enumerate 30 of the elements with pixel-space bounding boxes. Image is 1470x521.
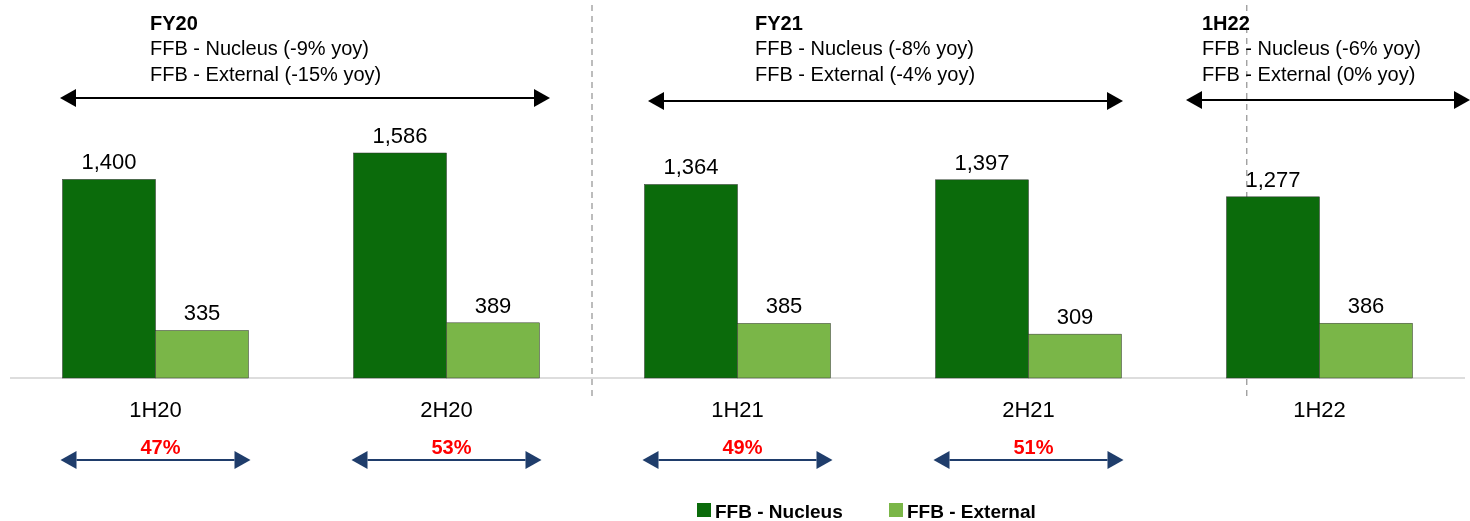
data-label: 385 <box>765 293 803 319</box>
legend-label: FFB - Nucleus <box>715 501 843 521</box>
text: 53% <box>431 436 472 458</box>
text: 47% <box>140 436 181 458</box>
text: FY21 <box>755 12 803 34</box>
text: FFB - External (-4% yoy) <box>755 63 976 85</box>
text: 51% <box>1013 436 1054 458</box>
data-label: 1,586 <box>372 123 428 148</box>
text: FFB - Nucleus (-9% yoy) <box>150 37 369 59</box>
text: FFB - Nucleus (-8% yoy) <box>755 37 974 59</box>
text: FY20 <box>150 12 198 34</box>
text: FFB - External (0% yoy) <box>1202 63 1416 85</box>
text: 49% <box>722 436 763 458</box>
x-tick-label: 1H21 <box>711 397 764 422</box>
x-tick-label: 1H22 <box>1293 397 1346 422</box>
data-label: 309 <box>1056 304 1094 330</box>
data-label: 386 <box>1347 293 1385 319</box>
data-label: 389 <box>474 292 512 318</box>
text: FFB - Nucleus (-6% yoy) <box>1202 37 1421 59</box>
data-label: 1,277 <box>1245 166 1301 192</box>
x-tick-label: 2H20 <box>420 397 473 422</box>
legend-label: FFB - External <box>907 501 1036 521</box>
x-tick-label: 1H20 <box>129 397 182 422</box>
data-label: 1,364 <box>663 154 719 180</box>
text: FFB - External (-15% yoy) <box>150 63 382 85</box>
data-label: 335 <box>183 300 221 326</box>
text: 1H22 <box>1202 12 1250 34</box>
data-label: 1,400 <box>81 149 137 175</box>
data-label: 1,397 <box>954 149 1010 175</box>
x-tick-label: 2H21 <box>1002 397 1055 422</box>
